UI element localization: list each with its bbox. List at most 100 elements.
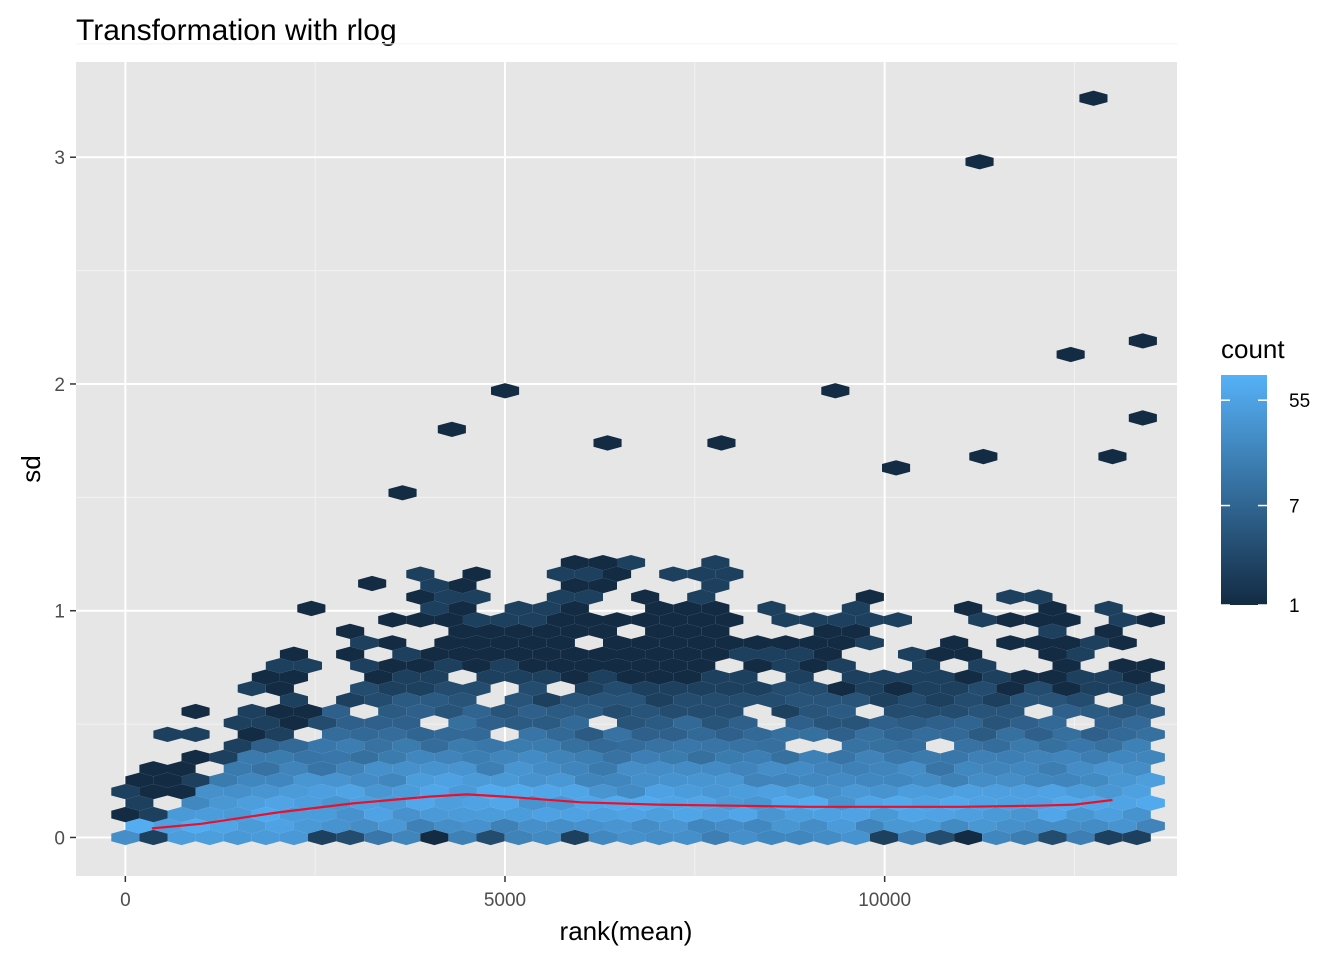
hex-bin [1136, 726, 1165, 742]
hex-bin [715, 749, 744, 765]
hex-bin [701, 600, 730, 617]
hex-bin [940, 818, 969, 834]
hex-bin [954, 806, 983, 823]
hex-bin [715, 703, 744, 720]
hex-bin [518, 749, 547, 765]
hex-bin [518, 658, 547, 674]
hex-bin [673, 715, 702, 731]
hex-bin [378, 749, 407, 765]
hex-bin [617, 646, 646, 662]
hex-bin [1038, 829, 1067, 846]
hex-bin [111, 806, 140, 823]
hex-bin [1010, 738, 1039, 754]
hex-bin [1136, 772, 1165, 788]
hex-bin [504, 715, 533, 731]
hex-bin [659, 635, 688, 651]
hex-bin [898, 692, 926, 708]
hex-bin [757, 761, 786, 777]
hex-bin [996, 818, 1025, 834]
hex-bin [687, 749, 716, 765]
hex-bin [855, 726, 884, 742]
hex-bin [265, 772, 294, 788]
hex-bin [448, 577, 477, 594]
hex-bin [1066, 646, 1095, 662]
hex-bin [532, 692, 561, 708]
hex-bin [659, 726, 688, 742]
hex-bin [237, 703, 266, 720]
hex-bin [673, 623, 702, 639]
hex-bin [996, 635, 1025, 651]
hex-bin [1010, 715, 1039, 731]
hex-bin [631, 635, 660, 651]
hex-bin [532, 669, 561, 685]
hex-bin [378, 658, 407, 674]
hex-bin [574, 612, 603, 628]
hex-bin [392, 784, 421, 800]
hex-bin [701, 738, 730, 754]
hex-bin [1108, 726, 1137, 742]
hex-bin [448, 600, 477, 617]
hex-bin [518, 612, 547, 628]
hex-bin [434, 635, 463, 651]
hex-bin [1094, 715, 1123, 731]
hex-bin [1080, 749, 1109, 765]
hex-bin [799, 681, 828, 697]
hex-bin [883, 703, 912, 720]
hex-bin [799, 818, 828, 834]
hex-bin [237, 818, 266, 834]
hex-bin [715, 772, 744, 788]
hex-bin [588, 806, 617, 823]
hex-bin [462, 681, 491, 697]
hex-bin [813, 829, 842, 846]
hex-bin-outlier [1128, 333, 1157, 349]
hex-bin [603, 703, 632, 720]
hex-bin [869, 761, 898, 777]
hex-bin-outlier [707, 435, 736, 451]
hex-bin [701, 577, 730, 594]
hex-bin [406, 749, 435, 765]
hex-bin [1010, 669, 1039, 685]
hex-bin [954, 669, 983, 685]
hex-bin [645, 623, 674, 639]
hex-bin [406, 681, 435, 697]
hex-bin [659, 703, 688, 720]
hex-bin [954, 761, 983, 777]
hex-bin [869, 784, 898, 800]
hex-bin [532, 829, 561, 846]
hex-bin [841, 738, 870, 754]
hex-bin [659, 566, 688, 582]
hex-bin [504, 784, 533, 800]
hex-bin [1136, 749, 1165, 765]
hex-bin [518, 703, 547, 720]
hex-bin [743, 818, 772, 834]
hex-bin [139, 761, 168, 777]
hex-bin [729, 692, 758, 708]
hex-bin [518, 726, 547, 742]
hex-bin [420, 577, 449, 594]
hex-bin [434, 795, 463, 811]
hex-bin [926, 829, 955, 846]
hex-bin [1024, 749, 1053, 765]
hex-bin [855, 772, 884, 788]
hex-bin [336, 738, 365, 754]
hex-bin [1122, 692, 1151, 708]
hex-bin [1094, 669, 1123, 685]
hex-bin [448, 692, 477, 708]
hex-bin [336, 692, 365, 708]
hex-bin [588, 784, 617, 800]
hex-bin-outlier [965, 154, 994, 170]
hex-bin [617, 829, 646, 846]
hex-bin [743, 726, 772, 742]
hex-bin [968, 749, 997, 765]
hex-bin [392, 715, 421, 731]
hex-bin [603, 772, 632, 788]
hex-bin [813, 806, 842, 823]
hex-bin [392, 761, 421, 777]
hex-bin [139, 806, 168, 823]
hex-bin [603, 635, 632, 651]
hex-bin [560, 577, 589, 594]
hex-bin [771, 726, 800, 742]
hex-bin [926, 806, 955, 823]
